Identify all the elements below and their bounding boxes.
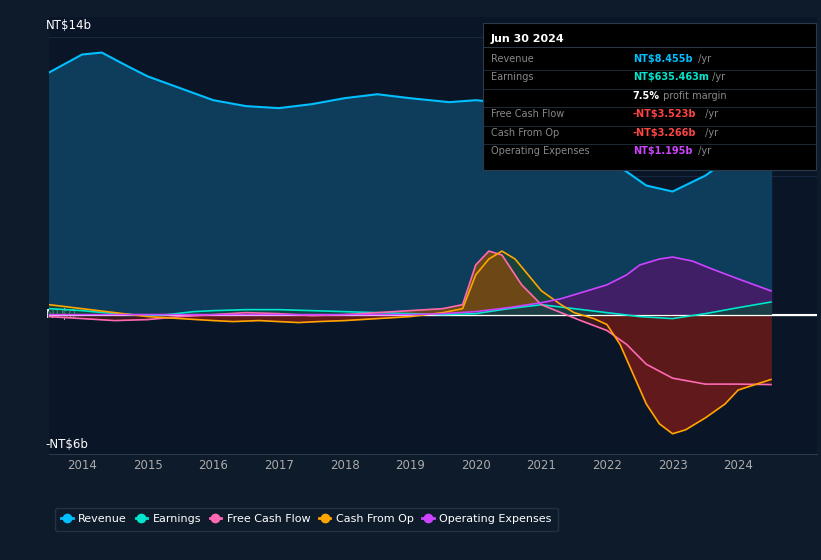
Legend: Revenue, Earnings, Free Cash Flow, Cash From Op, Operating Expenses: Revenue, Earnings, Free Cash Flow, Cash …	[55, 507, 558, 531]
Text: Cash From Op: Cash From Op	[491, 128, 559, 138]
Text: -NT$6b: -NT$6b	[45, 438, 89, 451]
Text: Revenue: Revenue	[491, 54, 534, 64]
Text: Operating Expenses: Operating Expenses	[491, 146, 589, 156]
Text: 7.5%: 7.5%	[633, 91, 659, 101]
Text: /yr: /yr	[709, 72, 725, 82]
Text: Jun 30 2024: Jun 30 2024	[491, 34, 564, 44]
FancyBboxPatch shape	[483, 24, 816, 170]
Text: /yr: /yr	[695, 54, 711, 64]
Text: /yr: /yr	[702, 109, 718, 119]
Text: -NT$3.266b: -NT$3.266b	[633, 128, 696, 138]
Text: -NT$3.523b: -NT$3.523b	[633, 109, 696, 119]
Text: profit margin: profit margin	[660, 91, 727, 101]
Text: /yr: /yr	[695, 146, 711, 156]
Text: NT$0: NT$0	[45, 308, 76, 321]
Text: Free Cash Flow: Free Cash Flow	[491, 109, 564, 119]
Text: NT$635.463m: NT$635.463m	[633, 72, 709, 82]
Text: /yr: /yr	[702, 128, 718, 138]
Text: NT$1.195b: NT$1.195b	[633, 146, 692, 156]
Text: NT$14b: NT$14b	[45, 19, 91, 32]
Text: Earnings: Earnings	[491, 72, 533, 82]
Text: NT$8.455b: NT$8.455b	[633, 54, 692, 64]
